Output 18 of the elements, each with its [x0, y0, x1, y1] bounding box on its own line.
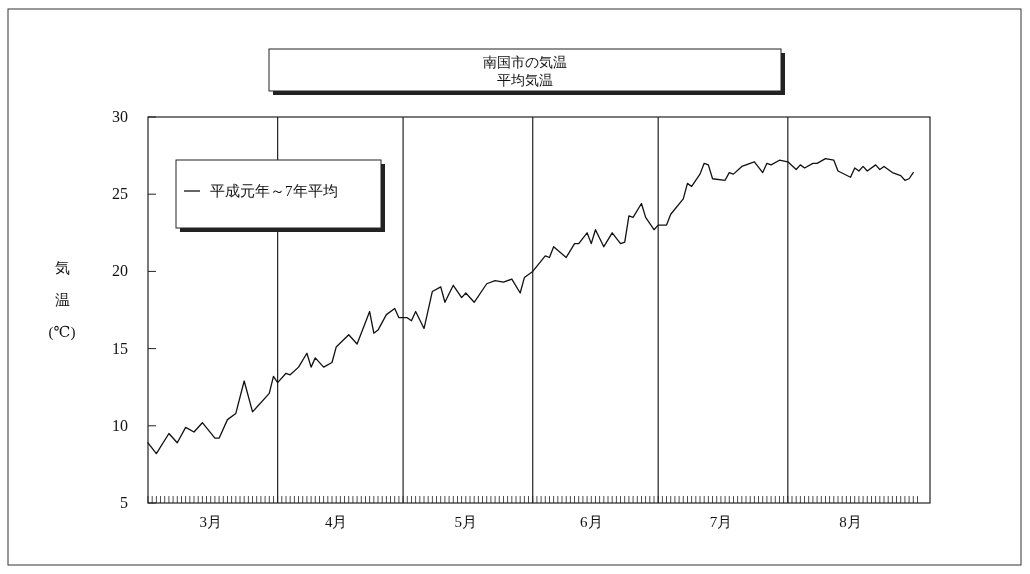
legend: 平成元年～7年平均	[175, 159, 385, 232]
chart-title: 南国市の気温	[483, 55, 567, 70]
y-tick-label: 20	[112, 262, 128, 280]
title-box: 南国市の気温 平均気温	[268, 48, 785, 95]
y-tick-label: 15	[112, 339, 128, 357]
y-tick-label: 30	[112, 108, 128, 125]
x-tick-label: 8月	[839, 514, 862, 530]
legend-label: 平成元年～7年平均	[210, 183, 338, 199]
chart-subtitle: 平均気温	[497, 73, 553, 88]
x-tick-label: 3月	[199, 514, 222, 530]
x-tick-label: 5月	[454, 514, 478, 530]
y-tick-label: 10	[112, 416, 128, 434]
y-tick-label: 5	[120, 494, 128, 511]
x-tick-label: 6月	[580, 514, 603, 530]
y-tick-label: 25	[112, 185, 128, 203]
y-axis-title: 気温(℃)	[48, 260, 76, 341]
x-tick-label: 7月	[709, 514, 733, 530]
x-tick-label: 4月	[324, 514, 348, 530]
